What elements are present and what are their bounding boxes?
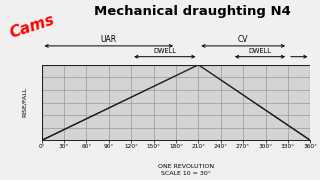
Text: CV: CV <box>238 35 248 44</box>
Text: DWELL: DWELL <box>153 48 176 54</box>
Text: Mechanical draughting N4: Mechanical draughting N4 <box>93 4 291 17</box>
Text: DWELL: DWELL <box>249 48 271 54</box>
Text: Cams: Cams <box>8 13 56 41</box>
Text: UAR: UAR <box>101 35 117 44</box>
Text: RISE/FALL: RISE/FALL <box>21 87 27 117</box>
Text: ONE REVOLUTION
SCALE 10 = 30°: ONE REVOLUTION SCALE 10 = 30° <box>157 164 214 176</box>
